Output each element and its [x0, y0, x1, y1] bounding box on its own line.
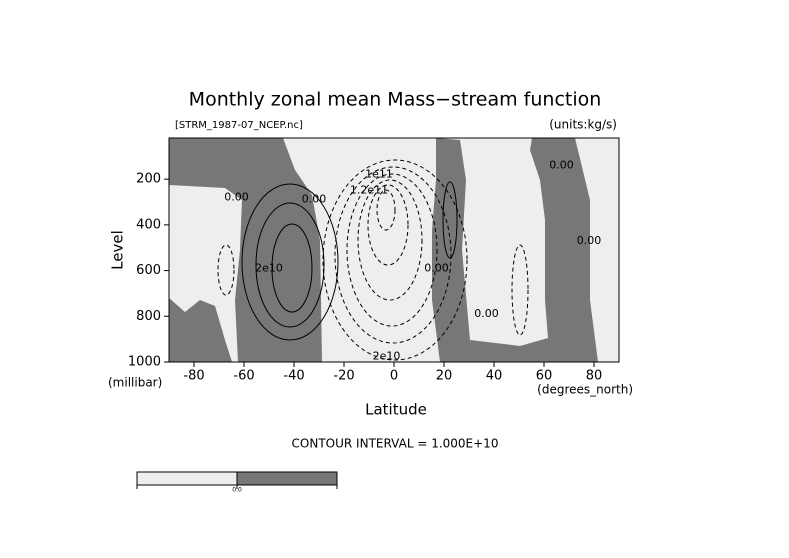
contour-line [322, 159, 468, 361]
x-tick-label: -60 [233, 369, 254, 384]
contour-line [442, 181, 458, 259]
positive-region [432, 138, 598, 362]
y-tick-label: 200 [136, 172, 161, 187]
x-axis-label: Latitude [365, 401, 427, 419]
chart-title: Monthly zonal mean Mass−stream function [189, 89, 602, 111]
x-tick-label: 20 [436, 369, 453, 384]
contour-line [255, 202, 325, 328]
contour-line [217, 244, 235, 296]
positive-region [169, 298, 232, 362]
contour-label: 2e10 [373, 349, 401, 362]
shading [169, 138, 619, 362]
colorbar-swatch [136, 471, 238, 486]
x-tick-label: 60 [536, 369, 553, 384]
contour-label: 0.00 [474, 307, 499, 320]
y-tick-label: 400 [136, 217, 161, 232]
y-tick-label: 1000 [128, 355, 161, 370]
x-tick-label: -20 [333, 369, 354, 384]
colorbar-swatch [236, 471, 338, 486]
contour-line [367, 184, 409, 266]
colorbar-label: 0.0 [232, 487, 242, 494]
contour-line [376, 189, 396, 231]
y-tick-label: 800 [136, 309, 161, 324]
contour-label: 0.00 [577, 234, 602, 247]
x-tick-label: 0 [390, 369, 398, 384]
contour-label: 2e10 [255, 261, 283, 274]
x-units: (degrees_north) [537, 383, 633, 397]
units-label: (units:kg/s) [549, 118, 617, 132]
contour-label: 0.00 [549, 158, 574, 171]
y-tick-label: 600 [136, 263, 161, 278]
x-tick-label: 40 [486, 369, 503, 384]
contour-line [346, 173, 438, 327]
contour-line [271, 223, 313, 313]
contour-line [241, 183, 339, 341]
x-tick-label: 80 [586, 369, 603, 384]
contours [217, 159, 529, 361]
contour-interval: CONTOUR INTERVAL = 1.000E+10 [292, 437, 499, 451]
y-units: (millibar) [108, 376, 162, 390]
x-tick-label: -80 [183, 369, 204, 384]
subtitle: [STRM_1987-07_NCEP.nc] [175, 120, 303, 131]
contour-label: 0.00 [302, 193, 327, 206]
contour-label: 0.00 [224, 190, 249, 203]
contour-label: 0.00 [424, 261, 449, 274]
x-tick-label: -40 [283, 369, 304, 384]
positive-region [169, 138, 322, 362]
contour-line [511, 244, 529, 336]
y-axis-label: Level [109, 230, 127, 270]
contour-label: 1e11 [365, 168, 393, 181]
contour-label: 1.2e11 [350, 184, 388, 197]
contour-line [357, 179, 423, 301]
contour-line [334, 166, 452, 344]
